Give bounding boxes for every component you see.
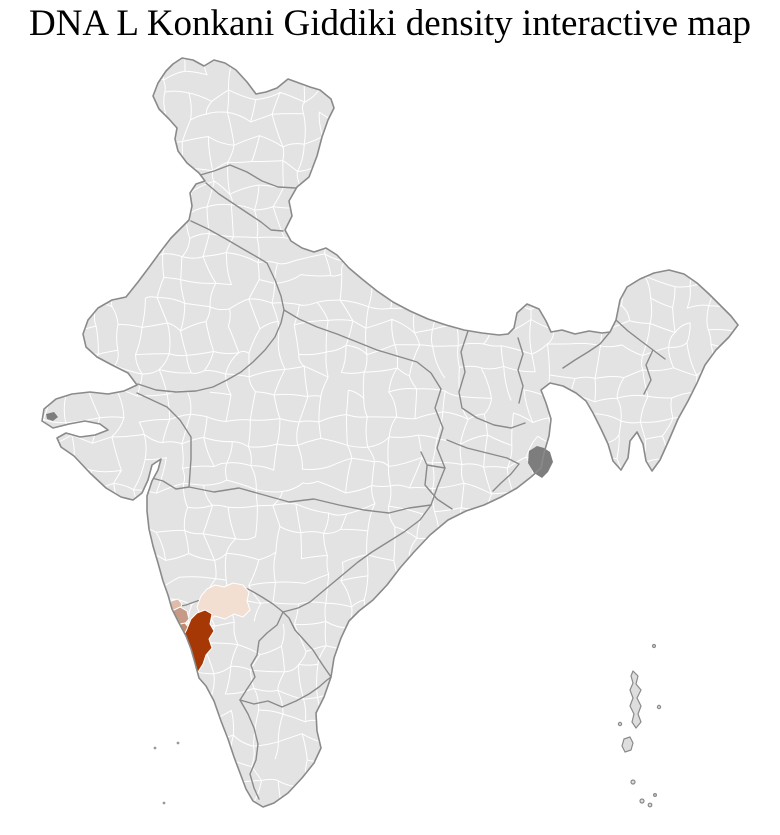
lakshadweep-islands	[153, 741, 180, 805]
district-belgaum-area[interactable]	[196, 582, 251, 622]
page-title: DNA L Konkani Giddiki density interactiv…	[28, 3, 752, 44]
dense-area-patches	[46, 412, 553, 478]
state-boundaries	[136, 164, 666, 800]
andaman-nicobar-islands	[617, 643, 662, 808]
